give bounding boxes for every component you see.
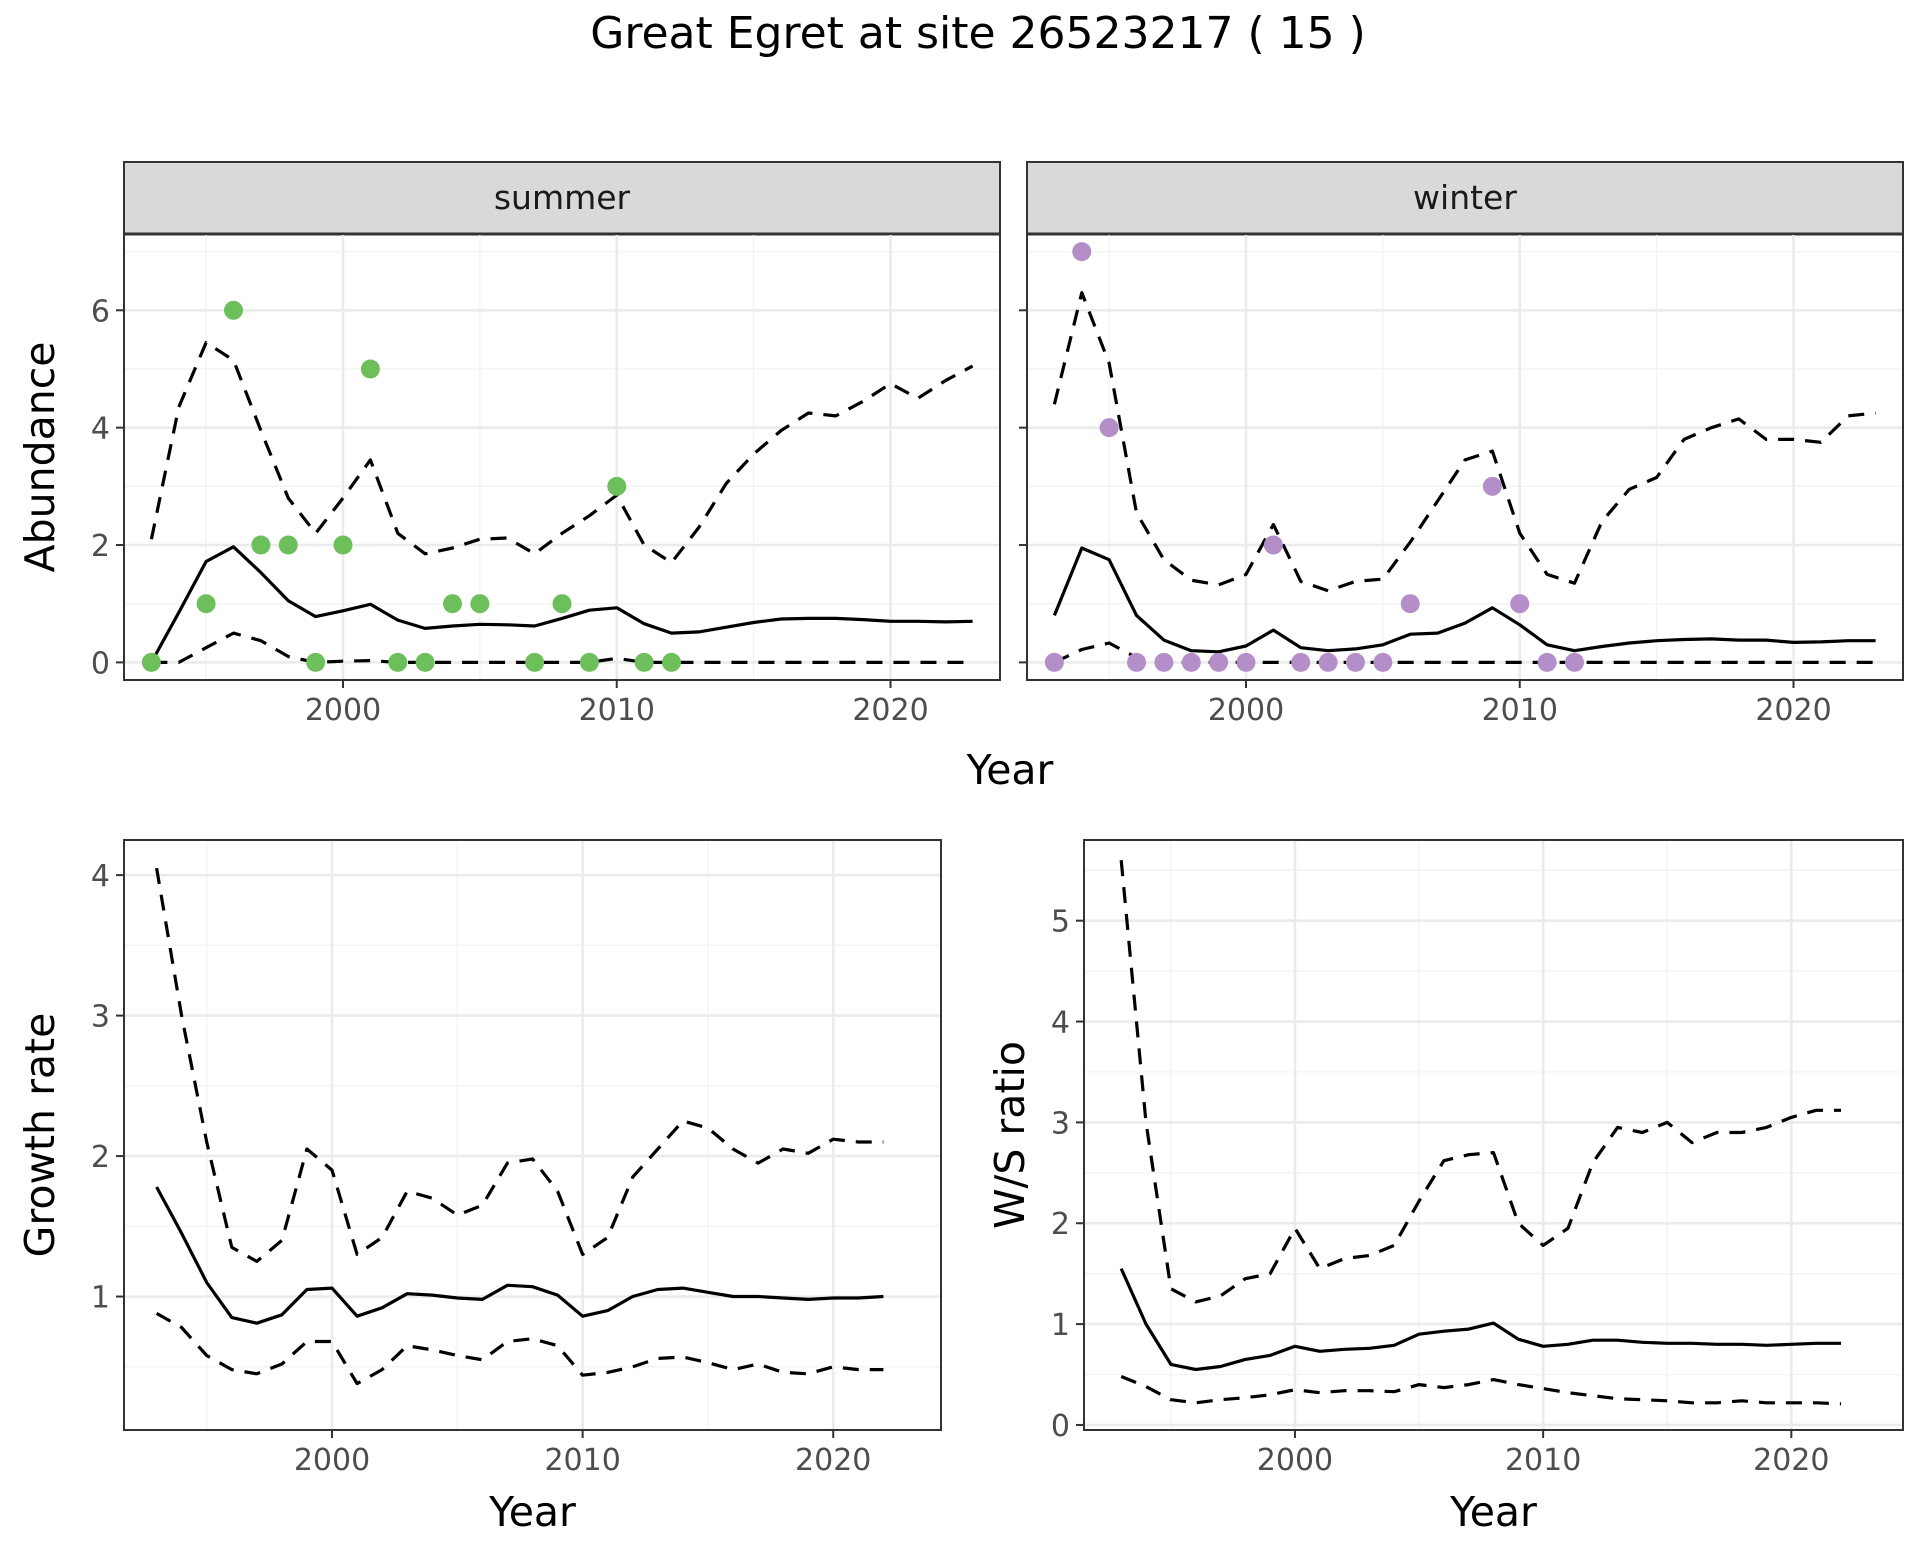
ws-ratio-upper-line [1119, 860, 1841, 1304]
growth-rate-y-tick-label: 2 [91, 1140, 110, 1175]
abundance-winter-strip-label: winter [1413, 178, 1517, 217]
abundance-summer-data-point [525, 652, 545, 672]
figure-title: Great Egret at site 26523217 ( 15 ) [590, 8, 1366, 59]
abundance-winter-panel: winter 2000 2010 2020 [1019, 161, 1904, 728]
abundance-summer-x-tick-label: 2020 [852, 693, 928, 728]
abundance-winter-strip [1027, 162, 1903, 234]
abundance-summer-data-point [662, 652, 681, 672]
growth-rate-lower-line [155, 1312, 884, 1386]
abundance-summer-data-point [634, 652, 654, 672]
ws-ratio-x-axis-title: Year [1449, 1488, 1537, 1536]
ws-ratio-panel: 2000 2010 2020 0 1 2 3 4 5 W/S ratio Year [986, 839, 1904, 1536]
abundance-summer-data-point [224, 300, 243, 320]
abundance-summer-strip [124, 162, 1000, 234]
abundance-summer-data-point [196, 594, 216, 614]
growth-rate-y-tick-label: 4 [91, 859, 110, 894]
abundance-summer-data-point [141, 652, 161, 672]
ws-ratio-border [1083, 839, 1904, 1431]
abundance-winter-upper-line [1052, 291, 1876, 593]
ws-ratio-x-tick-label: 2020 [1753, 1443, 1829, 1478]
growth-rate-panel: 2000 2010 2020 1 2 3 4 Growth rate Year [16, 839, 942, 1536]
abundance-winter-data-point [1181, 652, 1201, 672]
growth-rate-border [123, 839, 942, 1431]
ws-ratio-y-axis-title: W/S ratio [986, 1041, 1034, 1229]
abundance-summer-strip-label: summer [494, 178, 631, 217]
abundance-summer-data-point [552, 594, 572, 614]
abundance-summer-data-point [388, 652, 408, 672]
abundance-summer-y-tick-label: 2 [91, 529, 110, 564]
abundance-winter-data-point [1537, 652, 1557, 672]
abundance-summer-y-axis-title: Abundance [16, 342, 64, 573]
abundance-summer-data-point [278, 535, 298, 555]
abundance-summer-upper-line [149, 341, 974, 565]
abundance-winter-data-point [1510, 594, 1530, 614]
growth-rate-y-tick-label: 3 [91, 1000, 110, 1035]
ws-ratio-y-tick-label: 1 [1051, 1308, 1070, 1343]
abundance-summer-lower-line [151, 631, 973, 664]
abundance-x-axis-title: Year [966, 746, 1054, 794]
ws-ratio-x-tick-label: 2010 [1505, 1443, 1581, 1478]
abundance-winter-data-point [1482, 476, 1502, 496]
abundance-winter-data-point [1263, 535, 1283, 555]
ws-ratio-y-tick-label: 3 [1051, 1106, 1070, 1141]
ws-ratio-mean-line [1119, 1267, 1841, 1372]
abundance-winter-mean-line [1052, 546, 1876, 654]
abundance-summer-data-point [415, 652, 435, 672]
abundance-summer-data-point [333, 535, 353, 555]
abundance-summer-border [123, 233, 1001, 681]
abundance-winter-data-point [1291, 652, 1311, 672]
growth-rate-mean-line [155, 1186, 884, 1325]
abundance-summer-data-point [470, 594, 490, 614]
ws-ratio-y-tick-label: 5 [1051, 905, 1070, 940]
abundance-winter-data-point [1400, 594, 1420, 614]
abundance-summer-data-point [306, 652, 326, 672]
abundance-summer-data-point [579, 652, 599, 672]
abundance-summer-data-point [251, 535, 271, 555]
abundance-winter-data-point [1154, 652, 1174, 672]
abundance-summer-data-point [607, 476, 627, 496]
growth-rate-y-tick-label: 1 [91, 1281, 110, 1316]
growth-rate-y-axis-title: Growth rate [16, 1013, 64, 1258]
abundance-winter-data-point [1044, 652, 1064, 672]
growth-rate-x-tick-label: 2020 [795, 1443, 871, 1478]
abundance-winter-data-point [1236, 652, 1256, 672]
abundance-winter-data-point [1209, 652, 1229, 672]
abundance-winter-data-point [1318, 652, 1338, 672]
abundance-summer-y-tick-label: 0 [91, 646, 110, 681]
ws-ratio-y-tick-label: 4 [1051, 1006, 1070, 1041]
ws-ratio-y-tick-label: 2 [1051, 1207, 1070, 1242]
growth-rate-x-axis-title: Year [488, 1488, 576, 1536]
ws-ratio-x-tick-label: 2000 [1257, 1443, 1333, 1478]
growth-rate-x-tick-label: 2010 [544, 1443, 620, 1478]
abundance-winter-data-point [1565, 652, 1584, 672]
ws-ratio-lower-line [1120, 1375, 1842, 1406]
growth-rate-upper-line [155, 867, 884, 1263]
abundance-summer-y-tick-label: 4 [91, 412, 110, 447]
abundance-winter-x-tick-label: 2020 [1755, 693, 1831, 728]
abundance-summer-y-tick-label: 6 [91, 294, 110, 329]
abundance-winter-x-tick-label: 2000 [1208, 693, 1284, 728]
abundance-summer-x-tick-label: 2000 [305, 693, 381, 728]
abundance-winter-data-point [1127, 652, 1146, 672]
abundance-summer-data-point [360, 359, 380, 379]
abundance-winter-x-tick-label: 2010 [1482, 693, 1558, 728]
abundance-winter-data-point [1373, 652, 1393, 672]
abundance-summer-mean-line [149, 545, 973, 664]
abundance-winter-data-point [1099, 418, 1119, 438]
abundance-winter-data-point [1346, 652, 1365, 672]
abundance-winter-border [1026, 233, 1904, 681]
abundance-winter-data-point [1072, 242, 1092, 262]
growth-rate-x-tick-label: 2000 [294, 1443, 370, 1478]
abundance-summer-data-point [443, 594, 462, 614]
abundance-summer-panel: summer 2000 2010 2020 0 2 4 6 Abundance [16, 161, 1001, 728]
abundance-summer-x-tick-label: 2010 [579, 693, 655, 728]
ws-ratio-y-tick-label: 0 [1051, 1409, 1070, 1444]
